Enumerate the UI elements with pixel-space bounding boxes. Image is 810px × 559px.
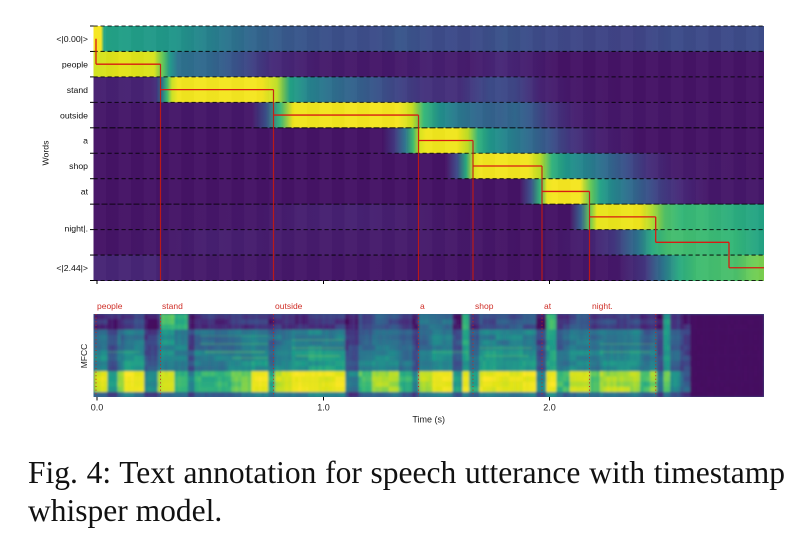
svg-text:people: people [97,301,123,311]
svg-text:at: at [81,187,89,197]
svg-text:people: people [62,59,88,69]
svg-text:at: at [544,301,552,311]
svg-text:a: a [83,136,88,146]
svg-text:0.0: 0.0 [91,403,104,413]
svg-text:night|.: night|. [64,224,88,234]
svg-text:stand: stand [162,301,183,311]
svg-text:shop: shop [69,161,88,171]
svg-text:MFCC: MFCC [79,344,89,369]
svg-text:<|0.00|>: <|0.00|> [56,34,88,44]
svg-text:outside: outside [60,110,88,120]
svg-text:outside: outside [275,301,303,311]
svg-text:night.: night. [592,301,613,311]
svg-text:a: a [420,301,425,311]
svg-text:<|2.44|>: <|2.44|> [56,263,88,273]
svg-text:shop: shop [475,301,494,311]
svg-text:Time (s): Time (s) [412,415,445,425]
svg-text:1.0: 1.0 [317,403,330,413]
svg-text:Words: Words [41,140,51,166]
svg-text:2.0: 2.0 [543,403,556,413]
svg-text:stand: stand [67,85,88,95]
